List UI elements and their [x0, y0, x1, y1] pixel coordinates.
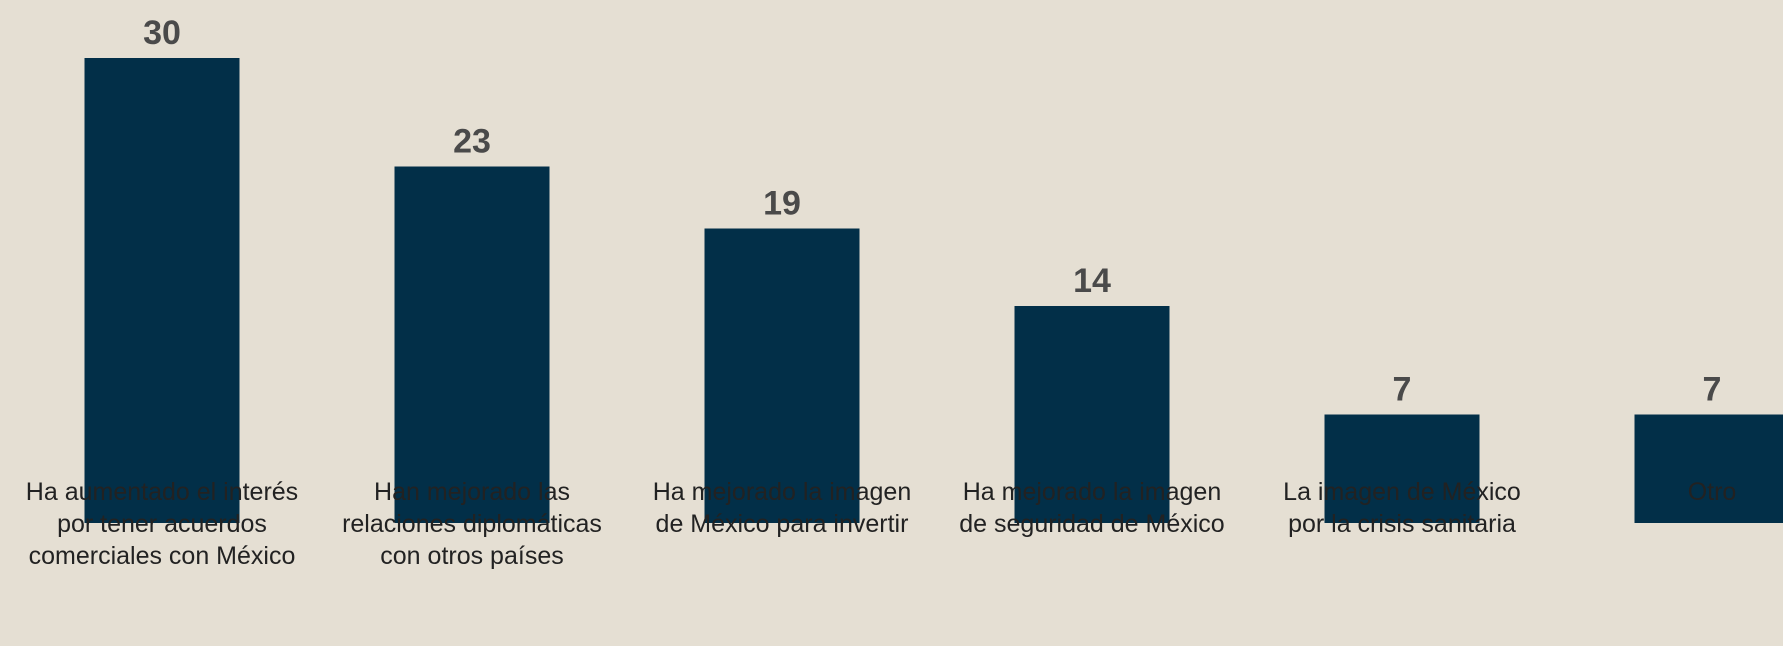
value-label: 7 — [1703, 371, 1722, 409]
x-tick-label: Otro — [1687, 478, 1737, 506]
x-tick-label: Ha mejorado la imagen de México para inv… — [652, 478, 912, 538]
value-label: 14 — [1073, 262, 1111, 300]
bar — [1634, 414, 1783, 523]
value-label: 7 — [1393, 371, 1412, 409]
bar — [1324, 414, 1480, 523]
value-label: 30 — [143, 14, 181, 52]
x-tick-label: Han mejorado las relaciones diplomáticas… — [342, 478, 602, 570]
bar — [394, 166, 550, 523]
x-tick-label: Ha aumentado el interés por tener acuerd… — [25, 478, 299, 570]
bar — [1014, 306, 1170, 523]
bar — [704, 228, 860, 523]
x-tick-label: Ha mejorado la imagen de seguridad de Mé… — [959, 478, 1225, 538]
value-label: 23 — [453, 123, 491, 161]
value-label: 19 — [763, 185, 801, 223]
x-tick-label: La imagen de México por la crisis sanita… — [1283, 478, 1521, 538]
bar — [84, 58, 240, 523]
